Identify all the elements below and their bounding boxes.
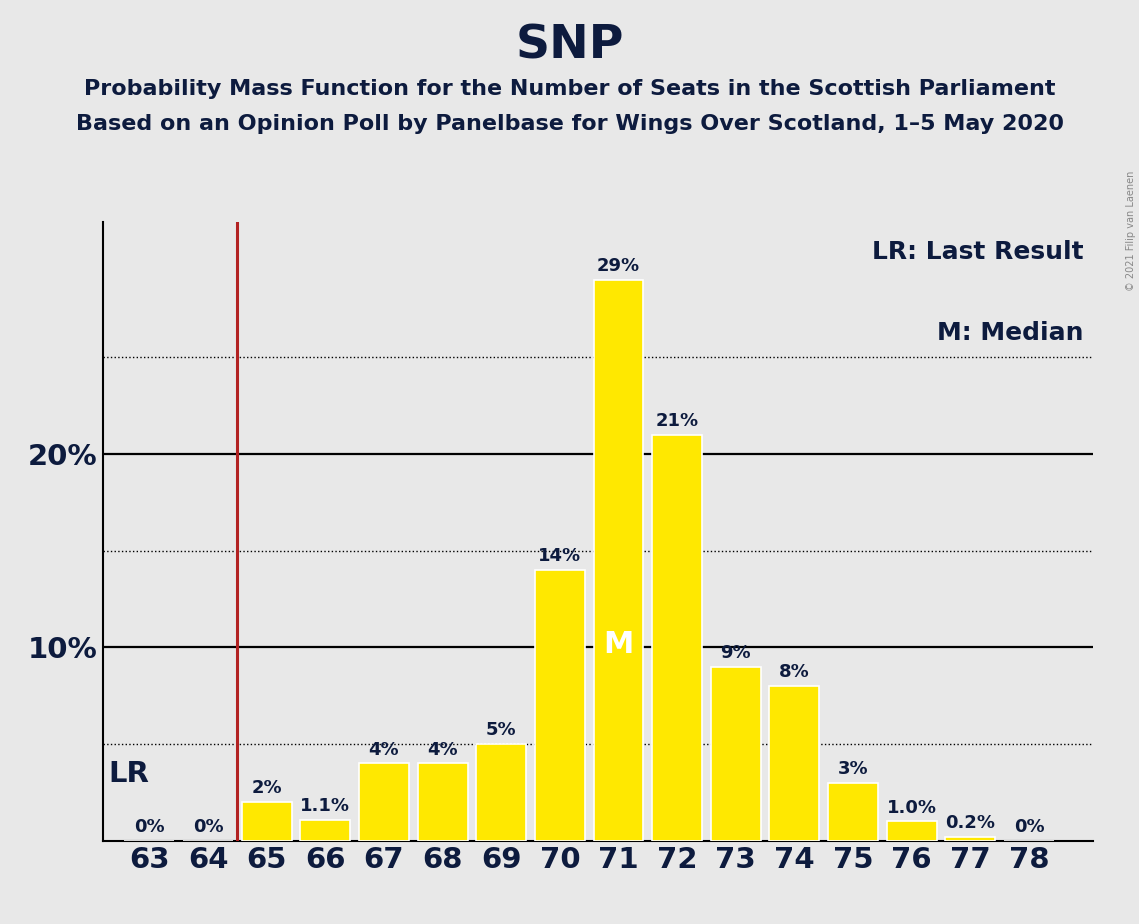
Text: 9%: 9%: [721, 644, 751, 662]
Bar: [535, 570, 584, 841]
Bar: [945, 837, 995, 841]
Text: Probability Mass Function for the Number of Seats in the Scottish Parliament: Probability Mass Function for the Number…: [84, 79, 1055, 99]
Text: LR: LR: [108, 760, 149, 787]
Bar: [828, 783, 878, 841]
Text: 8%: 8%: [779, 663, 810, 681]
Bar: [593, 280, 644, 841]
Bar: [770, 686, 819, 841]
Text: © 2021 Filip van Laenen: © 2021 Filip van Laenen: [1126, 171, 1136, 291]
Text: 4%: 4%: [427, 741, 458, 759]
Text: Based on an Opinion Poll by Panelbase for Wings Over Scotland, 1–5 May 2020: Based on an Opinion Poll by Panelbase fo…: [75, 114, 1064, 134]
Bar: [301, 820, 351, 841]
Bar: [241, 802, 292, 841]
Text: 0%: 0%: [192, 818, 223, 836]
Text: M: M: [604, 630, 633, 659]
Text: 3%: 3%: [837, 760, 868, 778]
Bar: [476, 744, 526, 841]
Bar: [653, 434, 702, 841]
Text: 0%: 0%: [134, 818, 165, 836]
Text: 14%: 14%: [539, 547, 581, 565]
Text: 0%: 0%: [1014, 818, 1044, 836]
Text: 29%: 29%: [597, 257, 640, 275]
Bar: [418, 763, 467, 841]
Bar: [359, 763, 409, 841]
Text: 1.1%: 1.1%: [301, 796, 351, 815]
Text: 0.2%: 0.2%: [945, 814, 995, 833]
Text: SNP: SNP: [515, 23, 624, 68]
Bar: [711, 667, 761, 841]
Text: 5%: 5%: [486, 722, 517, 739]
Text: 1.0%: 1.0%: [886, 798, 936, 817]
Text: 21%: 21%: [656, 412, 698, 430]
Text: M: Median: M: Median: [937, 321, 1083, 345]
Text: LR: Last Result: LR: Last Result: [872, 240, 1083, 264]
Text: 4%: 4%: [369, 741, 400, 759]
Bar: [887, 821, 936, 841]
Text: 2%: 2%: [252, 779, 282, 797]
